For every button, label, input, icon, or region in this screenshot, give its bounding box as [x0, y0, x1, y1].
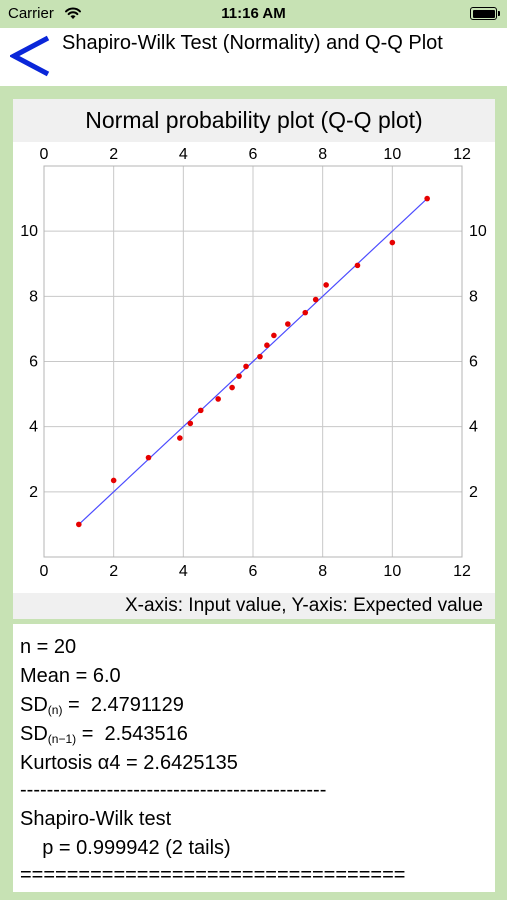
x-tick-label-bottom: 6 — [249, 563, 258, 580]
reference-line — [78, 198, 428, 525]
x-tick-label-top: 10 — [383, 146, 401, 163]
data-point — [215, 396, 221, 402]
x-tick-label-bottom: 2 — [109, 563, 118, 580]
status-bar: Carrier 11:16 AM — [0, 0, 507, 28]
data-point — [197, 407, 204, 414]
sd-n-minus-1-text: SD(n−1) = 2.543516 — [20, 723, 188, 746]
x-tick-label-top: 12 — [453, 146, 471, 163]
sample-size-text: n = 20 — [20, 636, 77, 658]
divider-line: ----------------------------------------… — [20, 779, 327, 801]
sd-n1-label: SD — [20, 723, 48, 745]
wifi-icon — [65, 7, 81, 19]
navigation-bar: Shapiro-Wilk Test (Normality) and Q-Q Pl… — [0, 28, 507, 86]
x-tick-label-top: 6 — [249, 146, 258, 163]
data-point — [285, 321, 291, 327]
sd-n-label: SD — [20, 694, 48, 716]
data-point — [76, 521, 82, 528]
carrier-label: Carrier — [8, 5, 54, 22]
data-point — [187, 420, 194, 427]
x-tick-label-bottom: 10 — [383, 563, 401, 580]
data-point — [271, 332, 277, 339]
data-point — [236, 373, 242, 379]
y-tick-label-right: 2 — [469, 484, 478, 501]
data-point — [229, 384, 235, 391]
data-point — [264, 342, 270, 349]
qq-plot-panel: Normal probability plot (Q-Q plot) 0 0 2 2 4… — [13, 99, 495, 619]
data-point — [177, 435, 183, 441]
p-value-text: p = 0.999942 (2 tails) — [20, 837, 231, 859]
y-tick-label-left: 2 — [29, 484, 38, 501]
y-tick-label-right: 4 — [469, 419, 478, 436]
x-tick-label-bottom: 8 — [318, 563, 327, 580]
data-point — [312, 296, 319, 303]
y-tick-label-right: 10 — [469, 223, 487, 240]
axis-caption: X-axis: Input value, Y-axis: Expected va… — [13, 593, 495, 619]
y-tick-label-left: 10 — [20, 223, 38, 240]
sd-n-value: = 2.4791129 — [62, 694, 184, 716]
data-point — [110, 477, 117, 484]
y-tick-label-right: 6 — [469, 354, 478, 371]
results-panel: n = 20 Mean = 6.0 SD(n) = 2.4791129 SD(n… — [13, 624, 495, 892]
qq-plot-chart: 0 0 2 2 4 4 6 6 8 8 10 10 12 12 2 2 4 4 6 6 8 8 10 10 — [20, 146, 487, 580]
end-rule-line: ================================= — [20, 864, 406, 886]
data-point — [145, 454, 152, 461]
x-tick-label-top: 4 — [179, 146, 188, 163]
sd-n-text: SD(n) = 2.4791129 — [20, 694, 184, 717]
data-point — [302, 309, 309, 316]
x-tick-label-bottom: 0 — [40, 563, 49, 580]
mean-text: Mean = 6.0 — [20, 665, 121, 687]
page-title: Shapiro-Wilk Test (Normality) and Q-Q Pl… — [62, 32, 443, 54]
sd-n1-subscript: (n−1) — [47, 732, 77, 746]
x-tick-label-bottom: 12 — [453, 563, 471, 580]
chart-title: Normal probability plot (Q-Q plot) — [13, 99, 495, 142]
y-tick-label-right: 8 — [469, 288, 478, 305]
battery-icon — [470, 7, 500, 20]
sd-n1-value: = 2.543516 — [76, 723, 188, 745]
x-tick-label-top: 8 — [318, 146, 327, 163]
sd-n-subscript: (n) — [47, 703, 63, 717]
data-point — [424, 195, 430, 202]
kurtosis-text: Kurtosis α4 = 2.6425135 — [20, 752, 238, 774]
plot-frame — [43, 165, 463, 558]
x-tick-label-top: 2 — [109, 146, 118, 163]
x-tick-label-bottom: 4 — [179, 563, 188, 580]
x-tick-label-top: 0 — [40, 146, 49, 163]
clock: 11:16 AM — [221, 5, 286, 22]
y-tick-label-left: 4 — [29, 419, 38, 436]
data-point — [257, 353, 263, 360]
test-name-text: Shapiro-Wilk test — [20, 808, 172, 830]
back-chevron-icon[interactable] — [10, 34, 54, 78]
y-tick-label-left: 6 — [29, 354, 38, 371]
data-point — [354, 262, 361, 269]
data-point — [243, 363, 249, 370]
data-point — [389, 239, 396, 246]
y-tick-label-left: 8 — [29, 288, 38, 305]
data-point — [323, 282, 329, 288]
